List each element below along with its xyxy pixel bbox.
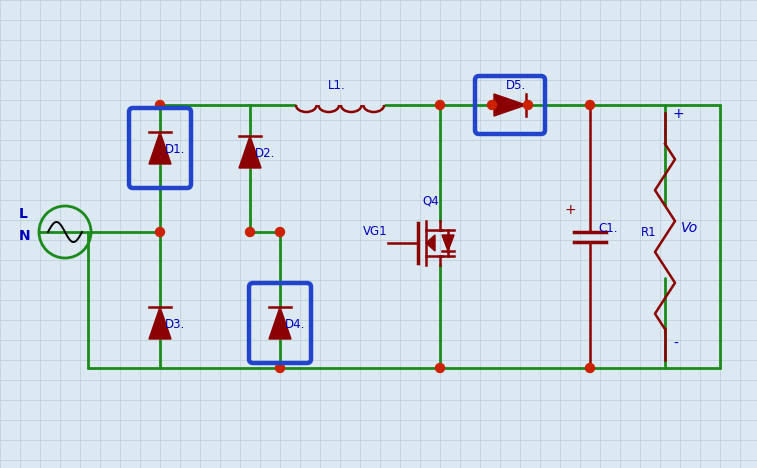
Circle shape bbox=[435, 364, 444, 373]
Circle shape bbox=[155, 101, 164, 110]
Polygon shape bbox=[239, 136, 261, 168]
Circle shape bbox=[245, 227, 254, 236]
Text: C1.: C1. bbox=[598, 221, 618, 234]
Text: +: + bbox=[564, 204, 575, 218]
Text: -: - bbox=[673, 337, 678, 351]
Text: VG1: VG1 bbox=[363, 225, 388, 238]
Circle shape bbox=[488, 101, 497, 110]
Polygon shape bbox=[426, 235, 435, 251]
Text: D4.: D4. bbox=[285, 318, 305, 331]
Polygon shape bbox=[149, 307, 171, 339]
Text: L1.: L1. bbox=[328, 79, 346, 92]
Polygon shape bbox=[149, 132, 171, 164]
Circle shape bbox=[585, 101, 594, 110]
Text: D3.: D3. bbox=[165, 318, 185, 331]
Polygon shape bbox=[494, 94, 526, 116]
Circle shape bbox=[276, 227, 285, 236]
Text: R1: R1 bbox=[641, 227, 656, 240]
Text: D5.: D5. bbox=[506, 79, 526, 92]
Polygon shape bbox=[442, 235, 454, 251]
Polygon shape bbox=[269, 307, 291, 339]
Text: D1.: D1. bbox=[165, 143, 185, 156]
Circle shape bbox=[435, 101, 444, 110]
Circle shape bbox=[276, 364, 285, 373]
Text: Q4: Q4 bbox=[422, 195, 439, 208]
Text: D2.: D2. bbox=[255, 147, 276, 160]
Text: +: + bbox=[673, 107, 684, 121]
Text: N: N bbox=[19, 229, 30, 243]
Text: L: L bbox=[19, 207, 28, 221]
Circle shape bbox=[155, 227, 164, 236]
Circle shape bbox=[585, 364, 594, 373]
Circle shape bbox=[524, 101, 532, 110]
Text: Vo: Vo bbox=[681, 221, 698, 235]
